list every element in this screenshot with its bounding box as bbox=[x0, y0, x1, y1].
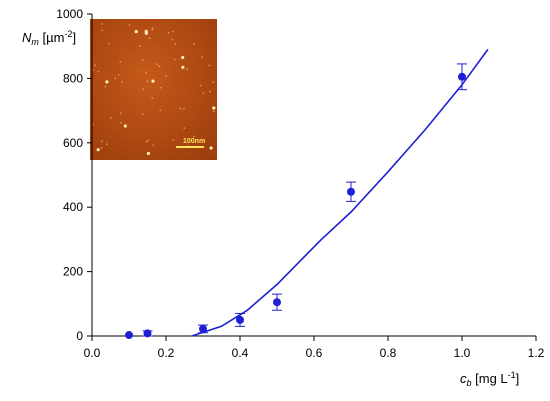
data-point bbox=[347, 187, 355, 196]
y-tick-label: 0 bbox=[76, 329, 83, 343]
inset-particle bbox=[173, 58, 176, 61]
inset-texture bbox=[90, 19, 217, 160]
y-ticks: 0 200 400 600 800 1000 bbox=[56, 7, 92, 343]
inset-particle bbox=[159, 109, 162, 112]
inset-particle bbox=[92, 123, 94, 126]
inset-particle bbox=[202, 92, 205, 95]
data-point bbox=[125, 331, 133, 340]
inset-particle bbox=[172, 30, 174, 33]
inset-particle bbox=[151, 79, 155, 83]
inset-particle bbox=[134, 30, 138, 34]
inset-particle bbox=[128, 24, 131, 26]
inset-particle bbox=[151, 27, 154, 29]
inset-particle bbox=[146, 80, 149, 83]
y-tick-label: 1000 bbox=[56, 7, 83, 21]
inset-particle bbox=[160, 86, 162, 89]
inset-particle bbox=[144, 29, 148, 33]
inset-particle bbox=[107, 42, 110, 45]
inset-particle bbox=[212, 106, 216, 110]
inset-particle bbox=[145, 71, 148, 74]
inset-particle bbox=[212, 81, 215, 83]
inset-particle bbox=[181, 55, 185, 60]
inset-particle bbox=[96, 148, 100, 152]
inset-particle bbox=[148, 37, 151, 39]
inset-particle bbox=[110, 117, 112, 119]
inset-particle bbox=[94, 64, 96, 67]
x-tick-label: 0.2 bbox=[158, 346, 175, 360]
inset-particle bbox=[151, 96, 154, 99]
inset-particle bbox=[147, 139, 150, 142]
inset-particle bbox=[100, 140, 103, 143]
data-point bbox=[236, 315, 244, 324]
inset-particle bbox=[179, 107, 182, 110]
data-point bbox=[199, 324, 207, 333]
inset-particle bbox=[120, 121, 122, 124]
inset-scale-label: 100nm bbox=[183, 138, 205, 145]
inset-particle bbox=[181, 65, 185, 69]
inset-particle bbox=[141, 59, 144, 61]
x-tick-label: 0.8 bbox=[380, 346, 397, 360]
inset-particle bbox=[212, 110, 215, 113]
x-tick-label: 0.0 bbox=[84, 346, 101, 360]
inset-particle bbox=[105, 80, 109, 84]
inset-particle bbox=[141, 113, 144, 116]
inset-particle bbox=[152, 144, 155, 147]
inset-particle bbox=[104, 85, 107, 88]
fit-line bbox=[191, 48, 489, 337]
inset-particle bbox=[101, 29, 104, 32]
inset-particle bbox=[120, 112, 122, 114]
y-tick-label: 200 bbox=[63, 265, 83, 279]
y-tick-label: 400 bbox=[63, 200, 83, 214]
inset-particle bbox=[183, 107, 185, 110]
inset-particle bbox=[209, 146, 213, 150]
inset-particle bbox=[121, 80, 123, 83]
inset-particle bbox=[146, 151, 150, 156]
x-axis-title: cb [mg L-1] bbox=[460, 370, 519, 388]
inset-particle bbox=[209, 90, 211, 93]
y-tick-label: 800 bbox=[63, 71, 83, 85]
inset-particle bbox=[114, 77, 117, 80]
inset-particle bbox=[199, 84, 202, 87]
inset-particle bbox=[193, 43, 196, 45]
inset-particle bbox=[138, 45, 141, 48]
inset-particle bbox=[142, 88, 145, 91]
y-axis-title: Nm [µm-2] bbox=[22, 29, 76, 47]
inset-particle bbox=[123, 124, 127, 128]
inset-particle bbox=[186, 68, 189, 71]
inset-afm-image: 100nm bbox=[90, 19, 217, 160]
data-points bbox=[125, 63, 467, 340]
x-tick-label: 0.6 bbox=[306, 346, 323, 360]
x-tick-label: 0.4 bbox=[232, 346, 249, 360]
inset-particles bbox=[92, 23, 216, 156]
x-tick-label: 1.2 bbox=[528, 346, 545, 360]
inset-particle bbox=[145, 141, 148, 143]
inset-particle bbox=[101, 23, 103, 25]
inset-particle bbox=[117, 74, 120, 76]
y-tick-label: 600 bbox=[63, 136, 83, 150]
data-point bbox=[143, 329, 152, 338]
inset-particle bbox=[158, 65, 161, 68]
inset-particle bbox=[167, 31, 170, 34]
inset-particle bbox=[119, 60, 122, 63]
inset-particle bbox=[100, 147, 103, 149]
data-point bbox=[458, 72, 466, 81]
inset-particle bbox=[201, 56, 204, 59]
x-tick-label: 1.0 bbox=[454, 346, 471, 360]
inset-particle bbox=[174, 43, 177, 45]
inset-particle bbox=[208, 64, 211, 67]
inset-particle bbox=[151, 28, 154, 31]
inset-particle bbox=[171, 38, 174, 41]
inset-particle bbox=[156, 63, 158, 65]
inset-particle bbox=[183, 127, 186, 130]
data-point bbox=[273, 298, 281, 307]
inset-particle bbox=[97, 70, 100, 73]
x-ticks: 0.0 0.2 0.4 0.6 0.8 1.0 1.2 bbox=[84, 336, 545, 360]
inset-particle bbox=[193, 135, 196, 138]
inset-particle bbox=[172, 139, 175, 142]
inset-particle bbox=[105, 143, 108, 146]
inset-particle bbox=[165, 75, 168, 77]
